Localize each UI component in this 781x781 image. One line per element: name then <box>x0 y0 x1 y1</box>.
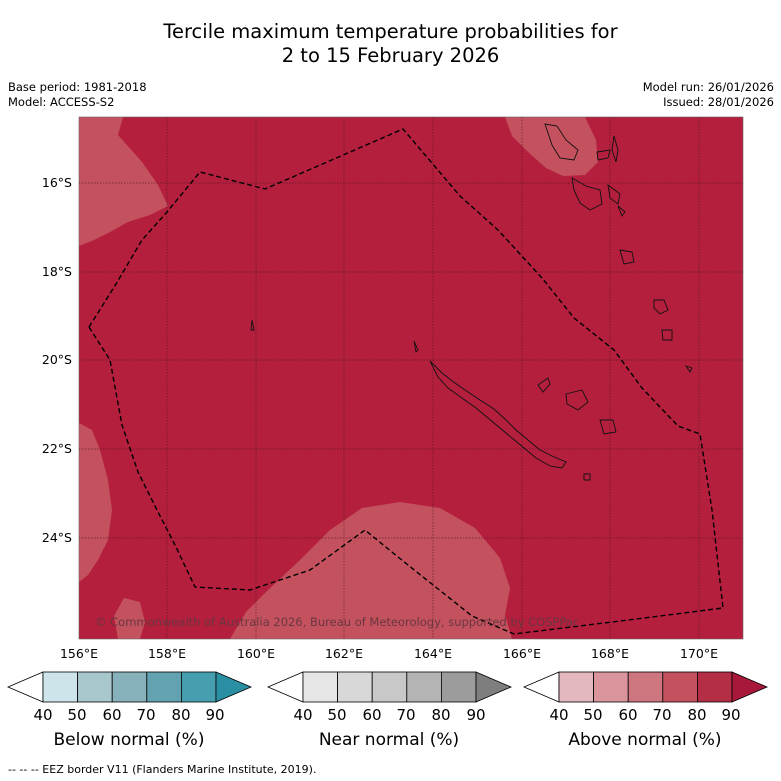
loyalty-island-3 <box>599 419 617 435</box>
region-above-70-80-northeast <box>505 117 598 176</box>
vanuatu-espiritu-santo <box>571 177 603 211</box>
lat-label-16s: 16°S <box>41 175 72 190</box>
colorbar-near-segment <box>371 671 408 703</box>
lon-label-160: 160°E <box>236 646 275 661</box>
tick: 40 <box>293 706 313 724</box>
tick: 70 <box>652 706 672 724</box>
vanuatu-efate <box>619 249 635 265</box>
colorbar-below-segment <box>146 671 182 703</box>
colorbar-above-extend-low <box>522 671 560 703</box>
colorbar-below-segment <box>111 671 148 703</box>
loyalty-island-1 <box>537 377 551 393</box>
colorbar-above-segment <box>593 671 629 703</box>
tick: 40 <box>549 706 569 724</box>
lon-label-168: 168°E <box>590 646 629 661</box>
tick: 60 <box>102 706 122 724</box>
lon-label-156: 156°E <box>59 646 98 661</box>
colorbar-above-segment <box>558 671 594 703</box>
vanuatu-small-1 <box>617 205 626 217</box>
tick: 80 <box>171 706 191 724</box>
lat-label-22s: 22°S <box>41 441 72 456</box>
colorbar-above-label: Above normal (%) <box>568 730 722 750</box>
tick: 60 <box>362 706 382 724</box>
lon-label-158: 158°E <box>147 646 186 661</box>
colorbar-above-segment <box>697 671 733 703</box>
colorbar-near-label: Near normal (%) <box>318 730 460 750</box>
tick: 90 <box>205 706 225 724</box>
lon-label-170: 170°E <box>679 646 718 661</box>
chesterfield-islet <box>250 319 255 331</box>
colorbar-below-segment <box>77 671 113 703</box>
colorbar-below-extend-low <box>6 671 44 703</box>
loyalty-island-2 <box>565 389 589 411</box>
tick: 70 <box>136 706 156 724</box>
lon-label-166: 166°E <box>502 646 541 661</box>
graticule <box>79 117 743 639</box>
tick: 90 <box>466 706 486 724</box>
lat-label-24s: 24°S <box>41 530 72 545</box>
lon-label-162: 162°E <box>324 646 363 661</box>
colorbar-near-extend-low <box>266 671 304 703</box>
vanuatu-north-3 <box>611 135 619 163</box>
lat-label-20s: 20°S <box>41 352 72 367</box>
lon-label-164: 164°E <box>413 646 452 661</box>
colorbar-near-segment <box>337 671 373 703</box>
vanuatu-north-2 <box>596 149 611 161</box>
tick: 60 <box>618 706 638 724</box>
eez-border <box>88 128 724 635</box>
colorbar-near-segment <box>440 671 477 703</box>
colorbar-above-segment <box>627 671 664 703</box>
colorbar-above-extend-high <box>731 671 769 703</box>
issued-date: Issued: 28/01/2026 <box>663 95 774 109</box>
region-above-70-80-west <box>79 423 112 582</box>
vanuatu-aneityum <box>661 329 673 341</box>
lat-label-18s: 18°S <box>41 264 72 279</box>
colorbar-near-extend-high <box>475 671 513 703</box>
vanuatu-malekula <box>607 183 621 205</box>
colorbar-above-segment <box>662 671 698 703</box>
colorbar-below-segment <box>42 671 78 703</box>
tick: 90 <box>721 706 741 724</box>
colorbar-below-segment <box>180 671 217 703</box>
model-name: Model: ACCESS-S2 <box>8 95 115 109</box>
colorbar-near-segment <box>302 671 338 703</box>
tick: 50 <box>583 706 603 724</box>
model-run-date: Model run: 26/01/2026 <box>642 80 774 94</box>
tick: 40 <box>33 706 53 724</box>
base-period: Base period: 1981-2018 <box>8 80 147 94</box>
colorbar-below-extend-high <box>215 671 253 703</box>
tick: 50 <box>67 706 87 724</box>
region-above-70-80-southwest <box>114 598 145 639</box>
chart-title-line2: 2 to 15 February 2026 <box>281 44 500 67</box>
colorbars <box>6 671 769 703</box>
vanuatu-tanna <box>653 299 669 315</box>
coastlines <box>250 123 693 481</box>
new-caledonia-coast <box>429 360 567 469</box>
tick: 80 <box>431 706 451 724</box>
region-above-70-80-northwest <box>79 117 168 246</box>
colorbar-near-segment <box>406 671 442 703</box>
colorbar-below-label: Below normal (%) <box>53 730 205 750</box>
tick: 80 <box>687 706 707 724</box>
map-frame <box>78 116 744 640</box>
vanuatu-north-1 <box>544 123 579 161</box>
tick: 70 <box>396 706 416 724</box>
eez-legend-footnote: -- -- -- EEZ border V11 (Flanders Marine… <box>8 763 317 776</box>
region-above-70-80-south <box>230 502 512 639</box>
copyright-notice: © Commonwealth of Australia 2026, Bureau… <box>95 615 579 629</box>
chart-title-line1: Tercile maximum temperature probabilitie… <box>163 20 618 43</box>
tick: 50 <box>327 706 347 724</box>
